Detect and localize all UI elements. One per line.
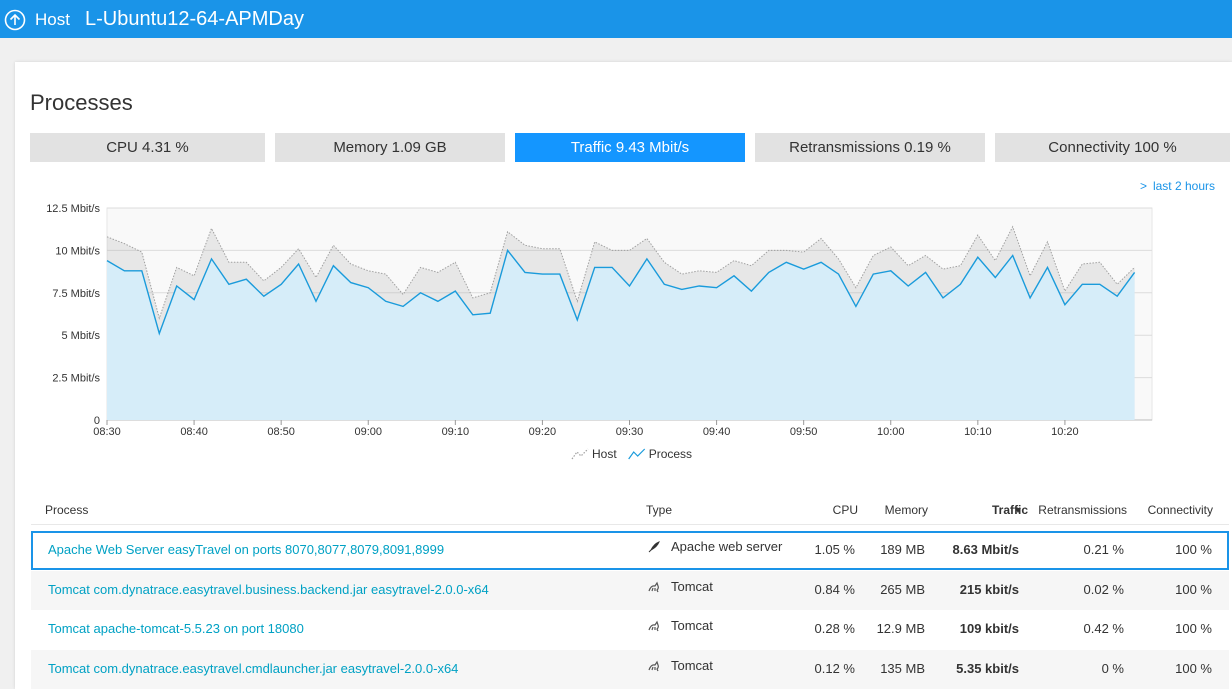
feather-icon [648,541,660,553]
metric-value: 189 MB [880,542,925,557]
cat-icon [648,620,659,632]
x-tick-label: 08:40 [180,426,208,438]
series-line [106,248,1136,336]
area-underlay [107,250,1135,420]
metric-tab[interactable]: Traffic 9.43 Mbit/s [515,133,745,162]
time-range-label: last 2 hours [1152,179,1215,193]
cat-icon [648,660,659,672]
x-tick-label: 09:10 [442,426,470,438]
column-header[interactable]: Memory [884,503,928,517]
metric-value: 0.28 % [814,621,855,636]
process-type: Tomcat [671,658,713,673]
metric-value: 12.9 MB [876,621,925,636]
header-bar: Host L-Ubuntu12-64-APMDay [0,0,1232,38]
type-icon [648,581,659,593]
metric-value: 109 kbit/s [959,621,1019,636]
process-link[interactable]: Tomcat apache-tomcat-5.5.23 on port 1808… [48,621,304,636]
x-tick-label: 08:30 [93,426,121,438]
table-row[interactable] [31,650,1229,689]
metric-value: 265 MB [880,582,925,597]
metric-value: 100 % [1175,582,1212,597]
metric-value: 135 MB [880,661,925,676]
process-type: Tomcat [671,579,713,594]
column-header[interactable]: Retransmissions [1038,503,1127,517]
column-header[interactable]: Traffic [991,503,1028,517]
y-tick-label: 10 Mbit/s [55,245,100,257]
sort-arrow-shape [1015,508,1021,513]
back-icon[interactable] [4,9,26,31]
column-header[interactable]: CPU [832,503,858,517]
x-tick-label: 10:10 [964,426,992,438]
process-type: Apache web server [671,539,783,554]
legend-label: Host [592,447,617,461]
type-icon [648,541,660,553]
metric-value: 0.21 % [1083,542,1124,557]
x-tick-label: 10:20 [1051,426,1079,438]
y-tick-label: 0 [94,415,100,427]
metric-value: 100 % [1175,542,1212,557]
legend-label: Process [649,447,692,461]
type-icon [648,660,659,672]
sort-arrow [1015,508,1021,513]
x-tick-label: 08:50 [267,426,295,438]
process-link[interactable]: Tomcat com.dynatrace.easytravel.cmdlaunc… [48,661,459,676]
y-tick-label: 12.5 Mbit/s [46,203,100,215]
metric-value: 8.63 Mbit/s [952,542,1019,557]
series-line [106,225,1135,320]
metric-value: 215 kbit/s [959,582,1019,597]
metric-value: 100 % [1175,621,1212,636]
metric-value: 0 % [1101,661,1124,676]
process-link[interactable]: Apache Web Server easyTravel on ports 80… [48,542,445,557]
metric-tab[interactable]: CPU 4.31 % [30,133,265,162]
back-link[interactable]: Host [35,10,70,29]
metric-value: 100 % [1175,661,1212,676]
process-type: Tomcat [671,618,713,633]
x-tick-label: 09:40 [703,426,731,438]
series-area [107,250,1135,420]
metric-value: 0.42 % [1083,621,1124,636]
metric-value: 0.84 % [814,582,855,597]
x-tick-label: 09:00 [354,426,382,438]
metric-value: 5.35 kbit/s [956,661,1019,676]
column-header[interactable]: Type [646,503,673,517]
metric-value: 0.02 % [1083,582,1124,597]
metric-tab[interactable]: Connectivity 100 % [995,133,1230,162]
legend-icon [628,448,646,460]
metric-tab[interactable]: Retransmissions 0.19 % [755,133,985,162]
cat-icon [648,581,659,593]
x-tick-label: 09:20 [529,426,557,438]
metric-value: 1.05 % [814,542,855,557]
legend-icon [571,448,589,460]
y-tick-label: 2.5 Mbit/s [52,373,100,385]
header-separator [31,524,1229,525]
metric-value: 0.12 % [814,661,855,676]
page-title: L-Ubuntu12-64-APMDay [85,8,304,30]
x-tick-label: 09:50 [790,426,818,438]
type-icon [648,620,659,632]
column-header[interactable]: Process [45,503,89,517]
table-row[interactable] [31,531,1229,570]
x-tick-label: 09:30 [616,426,644,438]
column-header[interactable]: Connectivity [1147,503,1213,517]
chevron: > [1139,179,1147,193]
y-tick-label: 7.5 Mbit/s [52,288,100,300]
table-row[interactable] [31,571,1229,610]
x-tick-label: 10:00 [877,426,905,438]
process-link[interactable]: Tomcat com.dynatrace.easytravel.business… [48,582,489,597]
chart: 0 2.5 Mbit/s 5 Mbit/s 7.5 Mbit/s 10 Mbit/s 12… [46,203,1153,461]
y-tick-label: 5 Mbit/s [61,330,100,342]
time-range[interactable]: > last 2 hours [1140,179,1215,193]
metric-tab[interactable]: Memory 1.09 GB [275,133,505,162]
section-title: Processes [30,90,133,115]
